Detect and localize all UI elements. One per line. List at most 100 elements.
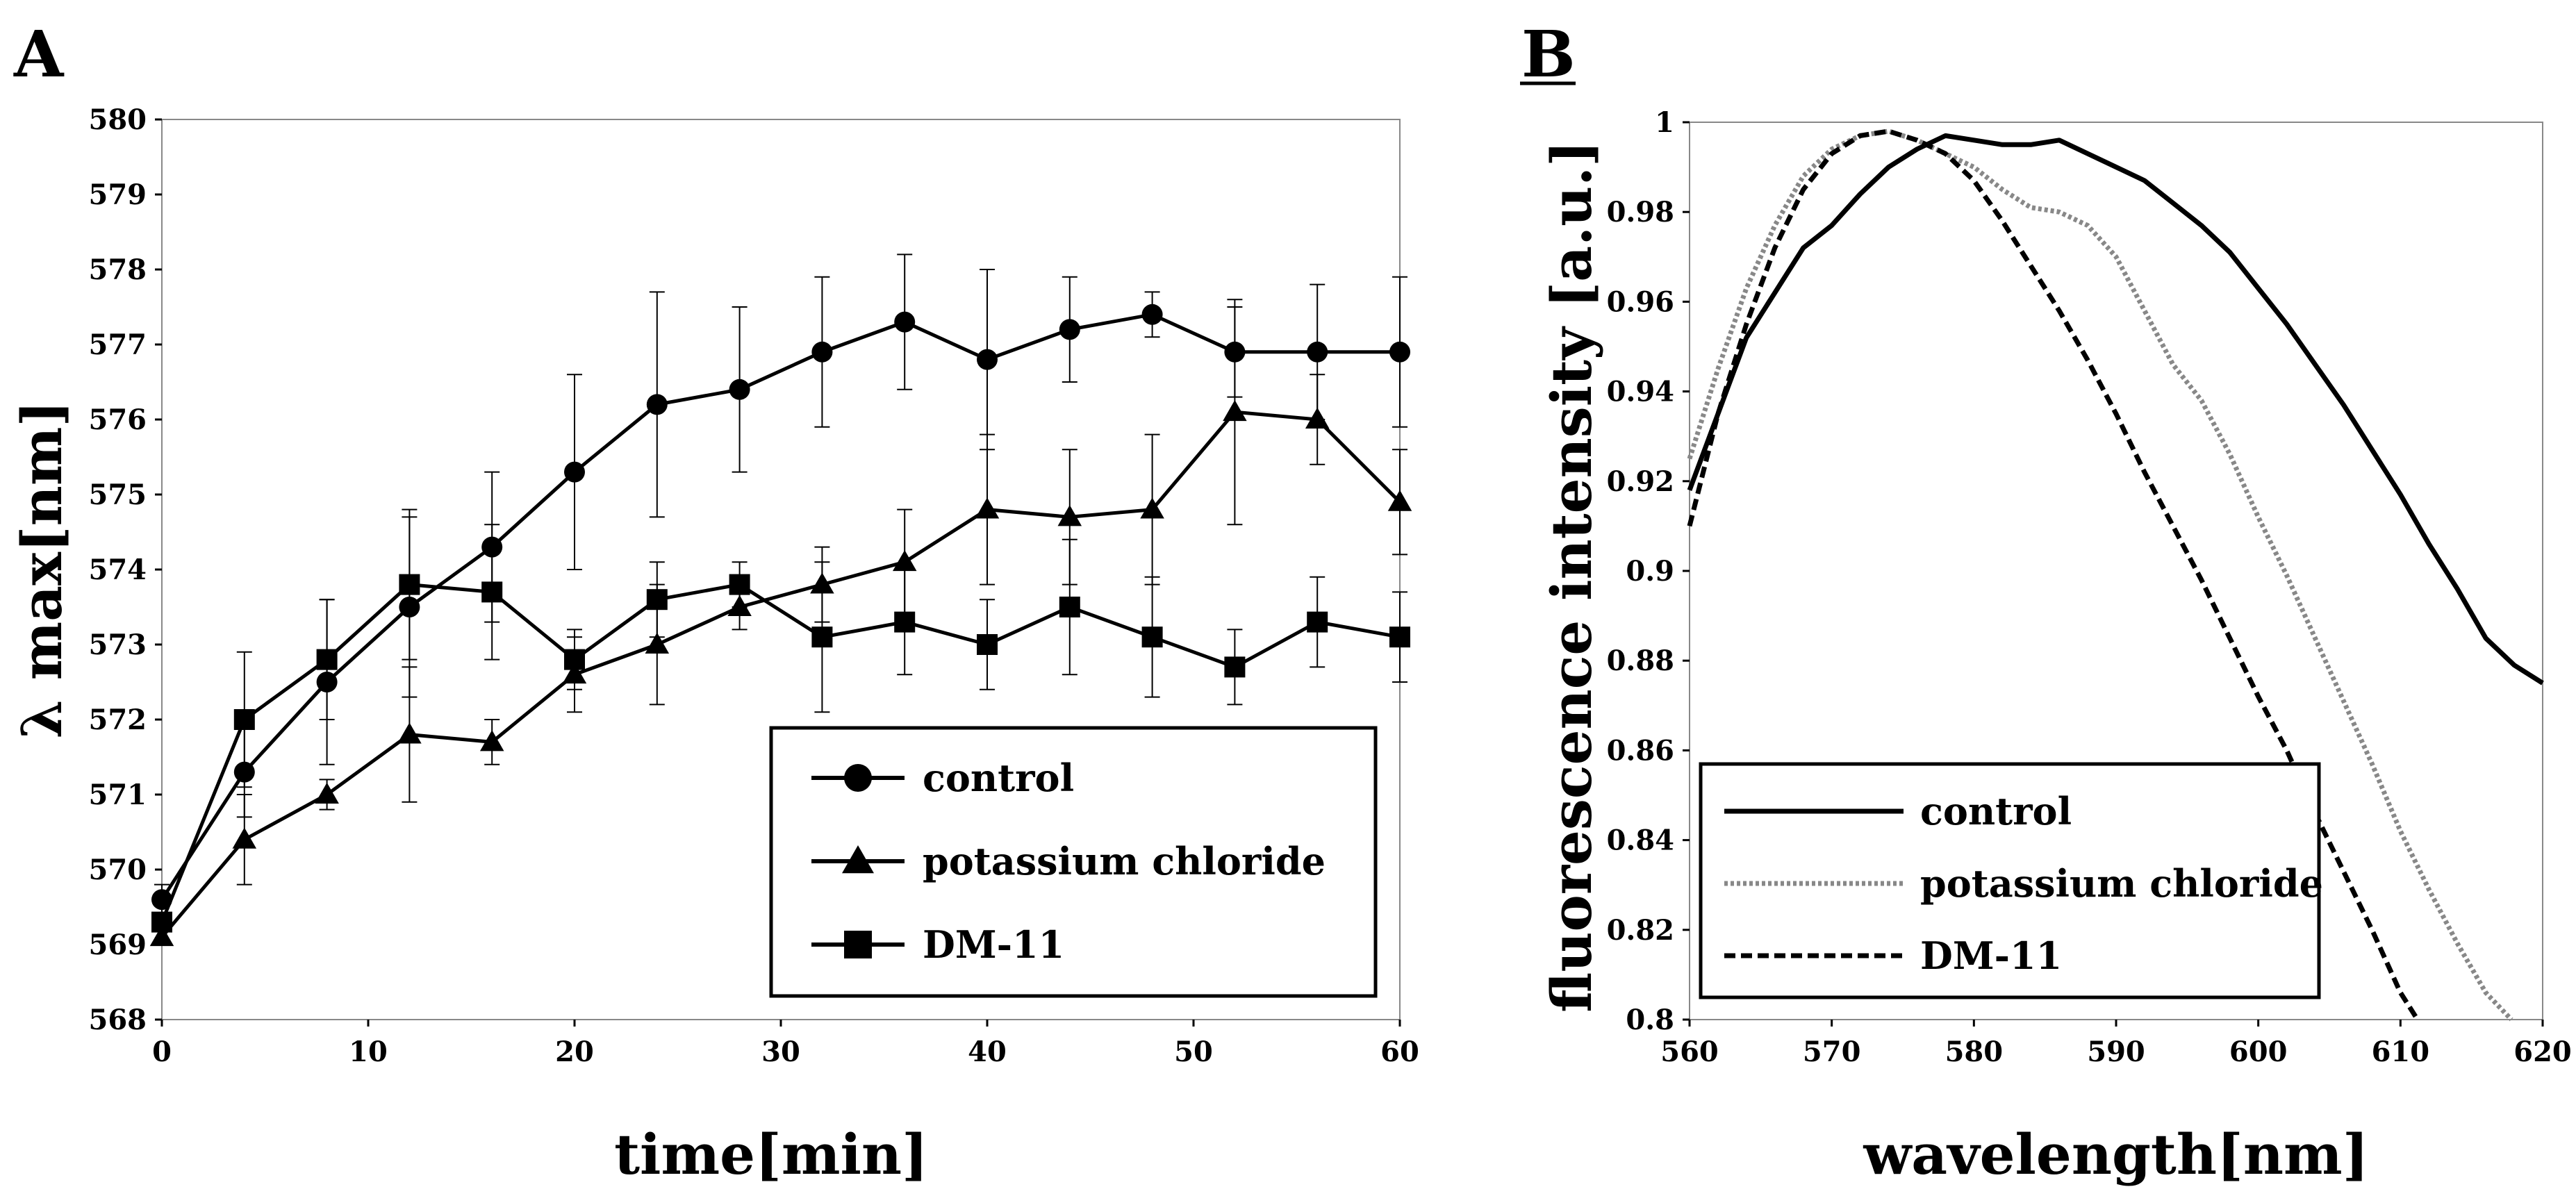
spectrum-line-control — [1687, 133, 2544, 686]
panel-a-y-tick-label: 572 — [89, 704, 147, 736]
panel-b-x-ticks: 560 570 580 590 600 610 620 — [1660, 1020, 2572, 1068]
panel-b-y-tick-label: 0.82 — [1607, 914, 1674, 947]
point-dm-11 — [1307, 611, 1328, 633]
point-dm-11 — [151, 911, 172, 933]
point-control — [1059, 319, 1080, 340]
panel-b-x-tick-label: 560 — [1660, 1036, 1719, 1068]
legend-label-potassium-chloride: potassium chloride — [1920, 861, 2323, 906]
panel-b-y-tick-label: 0.98 — [1607, 196, 1674, 229]
panel-a-y-ticks: 568 569 570 571 572 573 574 575 576 577 578 579 580 — [89, 103, 162, 1036]
panel-a-y-tick-label: 576 — [89, 404, 147, 436]
point-potassium-chloride — [1057, 505, 1082, 526]
point-potassium-chloride — [479, 730, 504, 751]
panel-a-x-tick-label: 50 — [1174, 1036, 1213, 1068]
panel-b-y-tick-label: 0.84 — [1607, 824, 1674, 857]
point-control — [481, 536, 503, 558]
panel-a-y-tick-label: 569 — [89, 929, 147, 961]
legend-label-dm-11: DM-11 — [1920, 933, 2062, 978]
panel-b-y-tick-label: 0.88 — [1607, 645, 1674, 677]
point-control — [1389, 341, 1410, 363]
point-potassium-chloride — [232, 827, 257, 849]
panel-a-x-tick-label: 0 — [152, 1036, 172, 1068]
legend-label-control: control — [923, 756, 1074, 800]
point-potassium-chloride — [149, 924, 174, 947]
panel-b-y-ticks: 0.8 0.82 0.84 0.86 0.88 0.9 0.92 0.94 0.96 0.98 1 — [1607, 106, 1690, 1036]
panel-a-y-tick-label: 571 — [89, 779, 147, 811]
point-control — [233, 761, 255, 783]
panel-a-y-tick-label: 578 — [89, 254, 147, 286]
point-potassium-chloride — [562, 662, 587, 684]
point-dm-11 — [1141, 626, 1163, 648]
point-dm-11 — [977, 634, 998, 655]
point-control — [1307, 341, 1328, 363]
panel-b-x-tick-label: 620 — [2513, 1036, 2572, 1068]
point-dm-11 — [399, 574, 420, 595]
legend-marker-potassium-chloride — [842, 845, 874, 874]
series-line-control — [160, 313, 1400, 901]
legend-marker-control — [844, 764, 872, 792]
panel-a-x-tick-label: 30 — [761, 1036, 800, 1068]
point-potassium-chloride — [1387, 490, 1412, 511]
point-potassium-chloride — [892, 549, 917, 572]
panel-a-y-tick-label: 574 — [89, 554, 147, 586]
point-potassium-chloride — [975, 497, 1000, 519]
point-control — [1224, 341, 1246, 363]
panel-a-markers — [149, 304, 1412, 947]
panel-a-y-axis-title: λ max[nm] — [9, 401, 74, 739]
panel-a-x-ticks: 0 10 20 30 40 50 60 — [152, 1020, 1419, 1068]
panel-a-x-axis-title: time[min] — [614, 1122, 928, 1187]
point-control — [564, 461, 585, 483]
point-potassium-chloride — [1305, 407, 1330, 429]
panel-b-x-tick-label: 580 — [1945, 1036, 2004, 1068]
point-potassium-chloride — [397, 722, 422, 744]
panel-b-x-tick-label: 600 — [2229, 1036, 2288, 1068]
point-dm-11 — [481, 581, 503, 603]
series-line-potassium-chloride — [160, 410, 1401, 938]
panel-a-y-tick-label: 577 — [89, 329, 147, 361]
point-control — [977, 349, 998, 370]
panel-b-x-tick-label: 590 — [2087, 1036, 2145, 1068]
point-dm-11 — [811, 626, 833, 648]
panel-a-x-tick-label: 60 — [1380, 1036, 1419, 1068]
panel-b-series-lines — [1687, 128, 2544, 1022]
panel-b-y-tick-label: 0.8 — [1626, 1004, 1674, 1036]
point-potassium-chloride — [1223, 399, 1247, 422]
point-dm-11 — [316, 649, 338, 670]
spectrum-line-potassium-chloride — [1687, 128, 2513, 1022]
point-control — [1141, 304, 1163, 325]
panel-b-label: B — [1521, 17, 1576, 92]
legend-label-potassium-chloride: potassium chloride — [923, 839, 1326, 883]
point-control — [399, 597, 420, 617]
panel-b-y-tick-label: 0.92 — [1607, 465, 1674, 498]
point-dm-11 — [564, 649, 585, 670]
panel-b-y-tick-label: 1 — [1655, 106, 1674, 139]
panel-a-y-tick-label: 580 — [89, 103, 147, 136]
point-dm-11 — [894, 611, 916, 633]
panel-a: A 568 569 570 571 572 573 574 575 576 577 578 579 58… — [9, 17, 1419, 1187]
point-dm-11 — [1224, 656, 1246, 678]
panel-b-x-tick-label: 610 — [2372, 1036, 2430, 1068]
point-potassium-chloride — [645, 632, 670, 654]
panel-a-x-tick-label: 10 — [349, 1036, 388, 1068]
point-potassium-chloride — [315, 782, 339, 804]
panel-b-legend-box — [1699, 762, 2321, 999]
point-potassium-chloride — [810, 572, 834, 594]
panel-a-y-tick-label: 579 — [89, 178, 147, 211]
point-dm-11 — [233, 709, 255, 730]
panel-a-y-tick-label: 568 — [89, 1004, 147, 1036]
panel-b-x-tick-label: 570 — [1803, 1036, 1861, 1068]
point-control — [729, 379, 750, 400]
point-control — [151, 889, 172, 911]
point-dm-11 — [646, 589, 668, 611]
point-control — [811, 341, 833, 363]
point-potassium-chloride — [727, 595, 752, 616]
panel-a-y-tick-label: 573 — [89, 629, 147, 661]
point-control — [316, 672, 338, 692]
panel-b-legend: control potassium chloride DM-11 — [1699, 762, 2323, 999]
point-dm-11 — [729, 574, 750, 595]
panel-a-x-tick-label: 40 — [968, 1036, 1007, 1068]
legend-label-control: control — [1920, 789, 2072, 833]
panel-a-series-lines — [160, 313, 1401, 938]
panel-b-y-tick-label: 0.9 — [1626, 555, 1674, 588]
